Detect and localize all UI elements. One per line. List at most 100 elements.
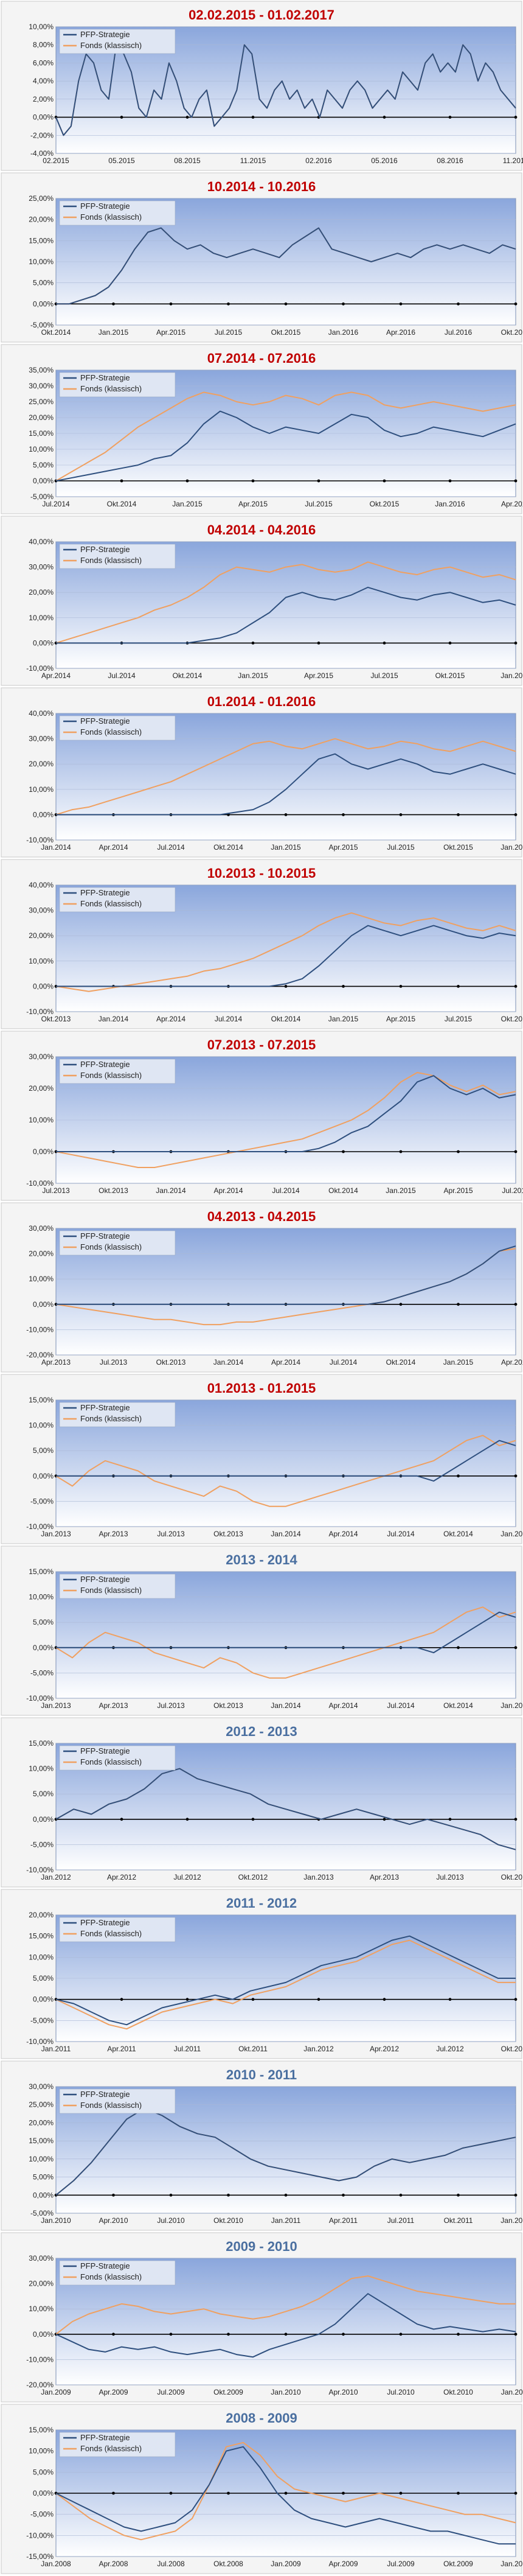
x-tick-label: Okt.2015 [443, 843, 473, 852]
x-tick-marker [185, 116, 189, 119]
y-tick-label: 40,00% [29, 709, 54, 718]
y-tick-label: 0,00% [33, 1147, 54, 1156]
x-tick-label: Jul.2014 [42, 500, 70, 508]
chart-title: 2012 - 2013 [226, 1724, 297, 1739]
chart-svg: 40,00%30,00%20,00%10,00%0,00%-10,00%Jan.… [1, 687, 523, 858]
y-tick-label: 30,00% [29, 382, 54, 390]
legend-label-pfp: PFP-Strategie [80, 1403, 130, 1412]
legend-label-pfp: PFP-Strategie [80, 2433, 130, 2442]
x-tick-marker [399, 1150, 403, 1153]
legend-label-pfp: PFP-Strategie [80, 1918, 130, 1927]
x-tick-label: Jul.2008 [157, 2560, 185, 2568]
y-tick-label: -10,00% [26, 664, 54, 673]
x-tick-label: Jul.2016 [445, 328, 473, 337]
x-tick-marker [284, 2333, 288, 2336]
x-tick-label: Jan.2012 [41, 1873, 71, 1881]
x-tick-marker [514, 813, 518, 816]
x-tick-marker [457, 1303, 460, 1306]
x-tick-label: Okt.2013 [41, 1015, 71, 1023]
y-tick-label: 6,00% [33, 58, 54, 67]
y-tick-label: 20,00% [29, 760, 54, 768]
legend-box [59, 1573, 176, 1599]
x-tick-label: Okt.2014 [41, 328, 71, 337]
x-tick-marker [342, 2333, 345, 2336]
y-tick-label: 10,00% [29, 1593, 54, 1601]
x-tick-label: Jan.2011 [501, 2388, 523, 2396]
legend-label-pfp: PFP-Strategie [80, 1575, 130, 1584]
x-tick-marker [251, 479, 255, 483]
x-tick-marker [342, 2193, 345, 2197]
x-tick-label: Jan.2015 [500, 1701, 523, 1710]
y-tick-label: 20,00% [29, 413, 54, 422]
x-tick-label: Jul.2015 [502, 1186, 523, 1195]
x-tick-marker [112, 302, 115, 306]
series-line-pfp [55, 2293, 516, 2358]
y-tick-label: 10,00% [29, 2447, 54, 2455]
chart-svg: 30,00% 20,00% 10,00% 0,00% -10,00%Jul.2013 Ok… [1, 1031, 523, 1201]
x-tick-label: Jan.2012 [303, 2045, 334, 2053]
legend-box [59, 200, 176, 226]
y-tick-label: 15,00% [29, 1739, 54, 1748]
x-tick-label: Jul.2014 [387, 1701, 415, 1710]
legend-box [59, 544, 176, 569]
y-tick-label: 2,00% [33, 95, 54, 103]
x-tick-label: Apr.2015 [328, 843, 358, 852]
x-tick-marker [227, 2491, 230, 2495]
x-tick-label: Jul.2013 [436, 1873, 464, 1881]
x-tick-label: Apr.2011 [107, 2045, 136, 2053]
legend-label-fonds: Fonds (klassisch) [80, 1586, 142, 1595]
x-tick-label: Jul.2010 [157, 2216, 185, 2225]
y-tick-label: 10,00% [29, 23, 54, 31]
x-tick-label: Jul.2012 [173, 1873, 201, 1881]
x-tick-marker [342, 985, 345, 988]
y-tick-label: 5,00% [33, 2173, 54, 2182]
chart-panel: 40,00% 30,00% 20,00% 10,00% 0,00% -10,00% Jan.… [0, 687, 523, 858]
x-tick-label: Jan.2014 [156, 1186, 186, 1195]
x-tick-label: Jan.2014 [271, 1530, 301, 1538]
x-tick-label: Jan.2013 [303, 1873, 334, 1881]
series-line-fonds [55, 1606, 516, 1679]
chart-title: 2010 - 2011 [226, 2067, 297, 2082]
y-tick-label: 10,00% [29, 957, 54, 965]
x-tick-label: Jan.2014 [213, 1358, 244, 1367]
series-line-pfp [55, 410, 516, 481]
y-tick-label: 20,00% [29, 588, 54, 597]
x-tick-label: Jan.2015 [443, 1358, 474, 1367]
y-tick-label: 0,00% [33, 1643, 54, 1652]
x-tick-label: Okt.2014 [213, 843, 243, 852]
x-tick-label: Jan.2016 [328, 328, 359, 337]
y-tick-label: -10,00% [26, 1325, 54, 1334]
x-tick-marker [457, 302, 460, 306]
y-tick-label: 20,00% [29, 1084, 54, 1093]
y-tick-label: 10,00% [29, 1765, 54, 1773]
series-line-fonds [55, 738, 516, 816]
legend-label-pfp: PFP-Strategie [80, 2261, 130, 2270]
x-tick-label: Jul.2009 [157, 2388, 185, 2396]
x-tick-label: Jul.2011 [387, 2216, 415, 2225]
legend-label-fonds: Fonds (klassisch) [80, 1071, 142, 1080]
x-tick-label: Okt.2011 [238, 2045, 268, 2053]
y-tick-label: 20,00% [29, 215, 54, 224]
chart-svg: 15,00%10,00%5,00%0,00%-5,00%-10,00%Jan.2… [1, 1374, 523, 1544]
x-tick-label: Apr.2015 [501, 1358, 523, 1367]
x-tick-label: Apr.2014 [41, 671, 71, 680]
chart-title: 07.2014 - 07.2016 [207, 351, 316, 366]
x-tick-label: Okt.2014 [107, 500, 137, 508]
chart-title: 2013 - 2014 [226, 1552, 297, 1567]
x-tick-label: Apr.2013 [99, 1530, 128, 1538]
x-tick-label: Okt.2009 [213, 2388, 243, 2396]
legend-label-pfp: PFP-Strategie [80, 716, 130, 726]
legend-box [59, 715, 176, 741]
y-tick-label: 10,00% [29, 1275, 54, 1283]
series-line-fonds [55, 2441, 516, 2541]
x-tick-label: Jan.2015 [271, 843, 301, 852]
x-tick-marker [383, 1818, 386, 1821]
y-tick-label: 20,00% [29, 2280, 54, 2288]
x-tick-marker [120, 1818, 123, 1821]
x-tick-marker [457, 1646, 460, 1650]
